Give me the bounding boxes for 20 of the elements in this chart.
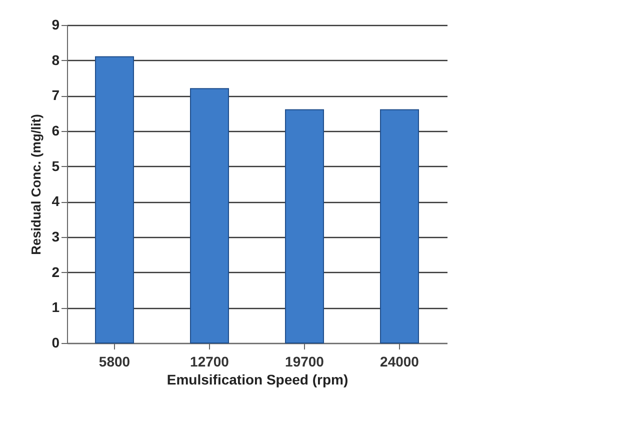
- x-tick-label: 19700: [285, 354, 324, 370]
- y-tick-label: 7: [52, 87, 60, 104]
- y-axis-title: Residual Conc. (mg/lit): [28, 114, 44, 255]
- x-axis-title: Emulsification Speed (rpm): [166, 372, 348, 388]
- y-tick-label: 1: [52, 299, 60, 316]
- y-tick-label: 6: [52, 122, 60, 138]
- x-tick-label: 24000: [380, 354, 420, 370]
- bar: [190, 88, 229, 344]
- x-tick-label: 5800: [98, 354, 130, 370]
- y-tick-label: 5: [52, 158, 60, 174]
- bar: [380, 109, 419, 344]
- y-tick-label: 2: [52, 264, 60, 280]
- y-tick-label: 3: [52, 228, 60, 244]
- y-tick-label: 9: [52, 16, 60, 32]
- y-tick-label: 4: [52, 193, 60, 210]
- x-tick-label: 12700: [190, 354, 230, 370]
- y-tick-label: 8: [52, 52, 60, 68]
- bar: [95, 56, 134, 344]
- bar: [285, 109, 324, 344]
- y-tick-label: 0: [52, 334, 60, 350]
